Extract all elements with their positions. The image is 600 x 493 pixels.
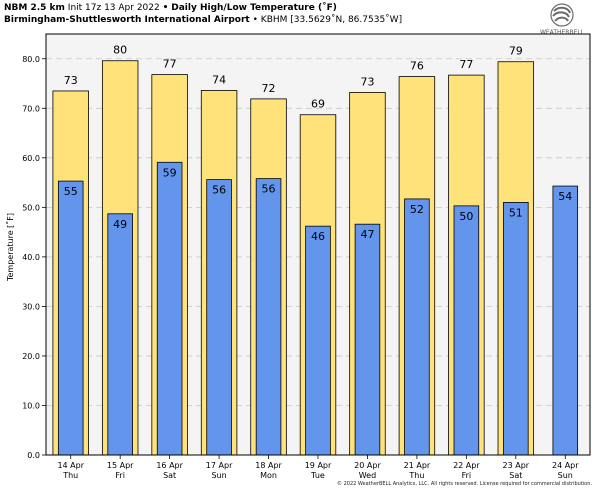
low-value-label: 59 xyxy=(163,166,177,179)
y-tick-label: 0.0 xyxy=(27,451,40,460)
copyright-notice: © 2022 WeatherBELL Analytics, LLC. All r… xyxy=(337,481,592,487)
x-tick-date: 22 Apr xyxy=(453,461,480,470)
x-tick-day: Mon xyxy=(260,471,277,480)
low-bar xyxy=(255,178,282,456)
logo-text: WEATHERBELL xyxy=(540,29,585,36)
x-tick-date: 20 Apr xyxy=(354,461,381,470)
high-value-label: 80 xyxy=(113,44,127,57)
x-tick-day: Sat xyxy=(509,471,522,480)
y-tick-label: 10.0 xyxy=(22,401,40,410)
init-time: Init 17z 13 Apr 2022 xyxy=(67,3,160,13)
x-tick-day: Wed xyxy=(359,471,376,480)
y-tick-label: 30.0 xyxy=(22,302,40,311)
y-tick-label: 60.0 xyxy=(22,154,40,163)
low-value-label: 46 xyxy=(311,230,325,243)
station-code: KBHM [33.5629˚N, 86.7535˚W] xyxy=(260,15,403,25)
y-tick-label: 80.0 xyxy=(22,55,40,64)
x-tick-day: Fri xyxy=(462,471,472,480)
low-bar xyxy=(354,223,381,456)
low-value-label: 54 xyxy=(558,190,572,203)
model-name: NBM 2.5 km xyxy=(4,3,65,13)
low-bar xyxy=(453,205,480,456)
x-tick-date: 15 Apr xyxy=(107,461,134,470)
x-tick-day: Thu xyxy=(408,471,424,480)
y-axis: 0.0 10.0 20.0 30.0 40.0 50.0 60.0 70.0 80.0 xyxy=(22,55,46,460)
low-bar xyxy=(552,185,579,456)
high-value-label: 73 xyxy=(64,74,78,87)
high-value-label: 76 xyxy=(410,60,424,73)
x-tick-day: Sun xyxy=(211,471,226,480)
low-bar xyxy=(503,201,529,456)
x-tick-day: Thu xyxy=(62,471,78,480)
x-tick-day: Sun xyxy=(558,471,573,480)
low-value-label: 52 xyxy=(410,203,424,216)
low-value-label: 50 xyxy=(459,210,473,223)
weatherbell-swirl-logo xyxy=(550,3,574,27)
y-tick-label: 50.0 xyxy=(22,203,40,212)
x-tick-date: 16 Apr xyxy=(156,461,183,470)
low-bar xyxy=(57,180,84,456)
low-bar xyxy=(107,213,133,456)
low-bar xyxy=(404,198,430,456)
y-tick-label: 20.0 xyxy=(22,352,40,361)
high-value-label: 77 xyxy=(163,58,177,71)
chart-header-line-2: Birmingham-Shuttlesworth International A… xyxy=(4,15,402,25)
low-value-label: 56 xyxy=(212,184,226,197)
low-bar xyxy=(305,225,331,456)
low-value-label: 55 xyxy=(64,185,78,198)
x-tick-day: Fri xyxy=(115,471,125,480)
x-tick-date: 24 Apr xyxy=(552,461,579,470)
x-tick-date: 21 Apr xyxy=(404,461,431,470)
y-tick-label: 70.0 xyxy=(22,104,40,113)
high-value-label: 73 xyxy=(360,75,374,88)
low-value-label: 56 xyxy=(262,183,276,196)
high-value-label: 79 xyxy=(509,45,523,58)
x-tick-date: 19 Apr xyxy=(305,461,332,470)
product-title: Daily High/Low Temperature (˚F) xyxy=(171,3,337,13)
y-axis-label: Temperature [˚F] xyxy=(5,213,15,282)
y-tick-label: 40.0 xyxy=(22,253,40,262)
x-tick-date: 18 Apr xyxy=(255,461,282,470)
header-bullet: • xyxy=(162,3,169,13)
low-bar xyxy=(156,161,183,456)
low-temperature-bars xyxy=(57,161,579,456)
x-tick-day: Tue xyxy=(310,471,325,480)
high-value-label: 69 xyxy=(311,98,325,111)
low-value-labels: 55 49 59 56 56 46 47 52 50 51 54 xyxy=(64,166,573,243)
high-value-labels: 73 80 77 74 72 69 73 76 77 79 xyxy=(64,44,523,111)
x-tick-date: 14 Apr xyxy=(57,461,84,470)
low-value-label: 51 xyxy=(509,206,523,219)
x-tick-date: 17 Apr xyxy=(206,461,233,470)
low-value-label: 47 xyxy=(360,228,374,241)
high-value-label: 74 xyxy=(212,73,226,86)
low-bar xyxy=(206,179,232,456)
x-tick-date: 23 Apr xyxy=(503,461,530,470)
chart-header-line-1: NBM 2.5 km Init 17z 13 Apr 2022 • Daily … xyxy=(4,3,337,13)
x-tick-day: Sat xyxy=(163,471,176,480)
weatherbell-logo: WEATHERBELL xyxy=(540,3,585,36)
station-bullet: • xyxy=(252,15,258,25)
low-value-label: 49 xyxy=(113,218,127,231)
high-value-label: 72 xyxy=(262,82,276,95)
high-value-label: 77 xyxy=(459,58,473,71)
station-name: Birmingham-Shuttlesworth International A… xyxy=(4,15,250,25)
